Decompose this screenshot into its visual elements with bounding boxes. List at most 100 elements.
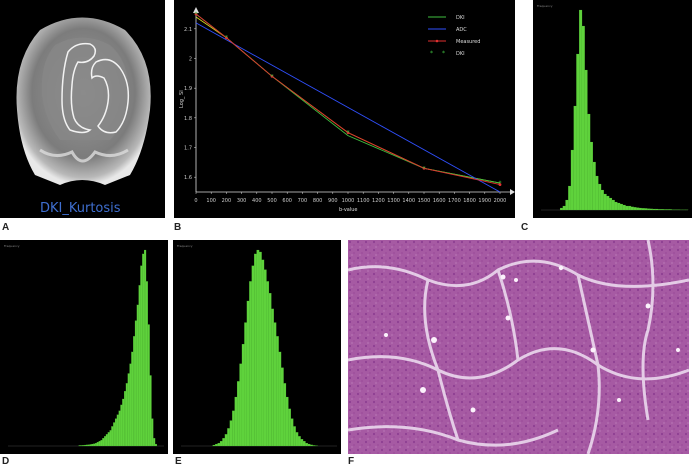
histogram-bar bbox=[148, 324, 150, 446]
histogram-bar bbox=[576, 54, 579, 210]
histogram-bar bbox=[661, 209, 664, 210]
y-tick-label: 1.8 bbox=[184, 116, 192, 122]
histogram-bar bbox=[669, 209, 672, 210]
histogram-bar bbox=[579, 10, 582, 210]
histogram-bar bbox=[601, 190, 604, 210]
histogram-bar bbox=[242, 344, 245, 446]
histogram-bar bbox=[264, 270, 267, 446]
histogram-bar bbox=[259, 252, 262, 446]
histogram-bar bbox=[99, 441, 101, 446]
histogram-bar bbox=[313, 445, 316, 446]
histogram-bar bbox=[281, 368, 284, 446]
x-tick-label: 0 bbox=[194, 198, 197, 204]
histogram-bar bbox=[636, 208, 639, 210]
histogram-bar bbox=[104, 436, 106, 446]
histogram-bar bbox=[140, 266, 142, 446]
histogram-bar bbox=[146, 281, 148, 446]
panel-label-c: C bbox=[521, 222, 528, 233]
histogram-bar bbox=[655, 209, 658, 210]
histogram-bar bbox=[310, 445, 313, 446]
histogram-bar bbox=[642, 208, 645, 210]
histogram-bar bbox=[220, 441, 223, 446]
histogram-bar bbox=[144, 250, 146, 446]
histogram-bar bbox=[606, 196, 609, 210]
legend-marker bbox=[436, 40, 439, 43]
x-tick-label: 1500 bbox=[418, 198, 431, 204]
histogram-bar bbox=[609, 198, 612, 210]
histogram-bar bbox=[227, 428, 230, 446]
panel-a-kurtosis-map: DKI_Kurtosis bbox=[0, 0, 165, 218]
x-tick-label: 1400 bbox=[402, 198, 415, 204]
histogram-bar bbox=[274, 323, 277, 446]
histogram-bar bbox=[101, 440, 103, 446]
histogram-bar bbox=[106, 434, 108, 446]
histogram-bar bbox=[666, 209, 669, 210]
x-tick-label: 400 bbox=[252, 198, 262, 204]
x-tick-label: 1600 bbox=[433, 198, 446, 204]
panel-a-caption: DKI_Kurtosis bbox=[40, 201, 121, 216]
panel-e-histogram: Frequency bbox=[173, 240, 341, 454]
x-tick-label: 900 bbox=[328, 198, 338, 204]
series-line-measured bbox=[196, 14, 500, 185]
histogram-bar bbox=[261, 260, 264, 446]
x-tick-label: 1200 bbox=[372, 198, 385, 204]
histogram-bar bbox=[286, 397, 289, 446]
histogram-bar bbox=[647, 209, 650, 210]
histogram-bar bbox=[149, 375, 151, 446]
histogram-bar bbox=[225, 434, 228, 446]
histogram-bar bbox=[303, 441, 306, 446]
histogram-bar bbox=[81, 445, 83, 446]
histogram-bar bbox=[117, 415, 119, 446]
histogram-bar bbox=[155, 444, 157, 446]
histogram-bar bbox=[249, 281, 252, 446]
series-point-dki: * bbox=[225, 35, 228, 42]
histogram-bar bbox=[276, 336, 279, 446]
series-point-dki: * bbox=[423, 165, 426, 172]
histogram-bar bbox=[563, 206, 566, 210]
panel-label-d: D bbox=[2, 456, 9, 467]
panel-c-histogram: Frequency bbox=[533, 0, 692, 218]
histogram-bar bbox=[120, 405, 122, 446]
x-axis-arrow bbox=[510, 189, 515, 195]
histogram-bar bbox=[288, 409, 291, 446]
histogram-d-title: Frequency bbox=[4, 244, 20, 248]
x-tick-label: 1900 bbox=[478, 198, 491, 204]
y-tick-label: 2.1 bbox=[184, 27, 192, 33]
histogram-bar bbox=[218, 443, 221, 446]
histogram-bar bbox=[625, 206, 628, 210]
y-tick-label: 1.6 bbox=[184, 175, 192, 181]
histogram-bar bbox=[252, 266, 255, 446]
histogram-bar bbox=[628, 206, 631, 210]
histogram-bar bbox=[257, 250, 260, 446]
histogram-bar bbox=[293, 426, 296, 446]
histogram-bar bbox=[571, 150, 574, 210]
histogram-bar bbox=[108, 432, 110, 446]
legend-entry: DKI bbox=[456, 15, 465, 21]
histogram-bar bbox=[122, 399, 124, 446]
series-line-adc bbox=[196, 23, 500, 192]
histogram-bar bbox=[95, 443, 97, 446]
x-tick-label: 600 bbox=[282, 198, 292, 204]
x-tick-label: 1700 bbox=[448, 198, 461, 204]
histogram-bar bbox=[617, 203, 620, 210]
histogram-e-title: Frequency bbox=[177, 244, 193, 248]
histogram-bar bbox=[215, 444, 218, 446]
histogram-bar bbox=[235, 397, 238, 446]
histogram-bar bbox=[151, 419, 153, 446]
histogram-bar bbox=[296, 432, 299, 446]
y-axis-label: Log_ SI bbox=[179, 90, 185, 108]
histogram-bar bbox=[639, 208, 642, 210]
histogram-bar bbox=[135, 321, 137, 446]
histogram-bar bbox=[230, 421, 233, 446]
fit-curve-line bbox=[196, 17, 500, 183]
histogram-bar bbox=[595, 176, 598, 210]
histogram-bar bbox=[110, 430, 112, 446]
histogram-bar bbox=[568, 186, 571, 210]
series-point-dki: * bbox=[195, 11, 198, 18]
histogram-bar bbox=[590, 142, 593, 210]
x-tick-label: 1000 bbox=[342, 198, 355, 204]
histogram-bar bbox=[247, 301, 250, 446]
histogram-bar bbox=[97, 442, 99, 446]
histogram-bar bbox=[300, 439, 303, 446]
histogram-bar bbox=[623, 205, 626, 210]
